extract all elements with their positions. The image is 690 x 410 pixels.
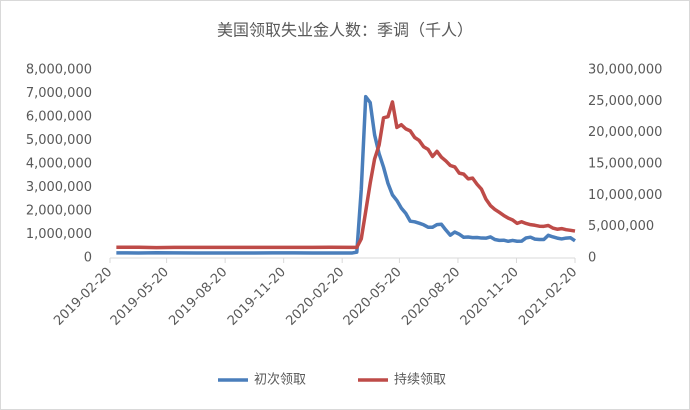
y-tick-label: 5,000,000 <box>26 133 92 148</box>
y-tick-label: 0 <box>84 251 92 266</box>
legend-label: 持续领取 <box>394 373 446 388</box>
y2-tick-label: 0 <box>588 251 596 266</box>
y-tick-label: 3,000,000 <box>26 180 92 195</box>
y-tick-label: 8,000,000 <box>26 63 92 78</box>
y2-tick-label: 25,000,000 <box>588 94 662 109</box>
chart-title: 美国领取失业金人数：季调（千人） <box>217 21 473 40</box>
y2-tick-label: 30,000,000 <box>588 63 662 78</box>
y-tick-label: 7,000,000 <box>26 86 92 101</box>
legend-label: 初次领取 <box>254 372 306 388</box>
y2-tick-label: 5,000,000 <box>588 219 654 234</box>
y-tick-label: 2,000,000 <box>26 204 92 219</box>
y-tick-label: 6,000,000 <box>26 110 92 125</box>
y2-tick-label: 10,000,000 <box>588 188 662 203</box>
y2-tick-label: 15,000,000 <box>588 157 662 172</box>
y-tick-label: 4,000,000 <box>26 157 92 172</box>
y-tick-label: 1,000,000 <box>26 227 92 242</box>
series-line <box>116 94 576 255</box>
series-line <box>116 100 576 250</box>
y2-tick-label: 20,000,000 <box>588 125 662 140</box>
